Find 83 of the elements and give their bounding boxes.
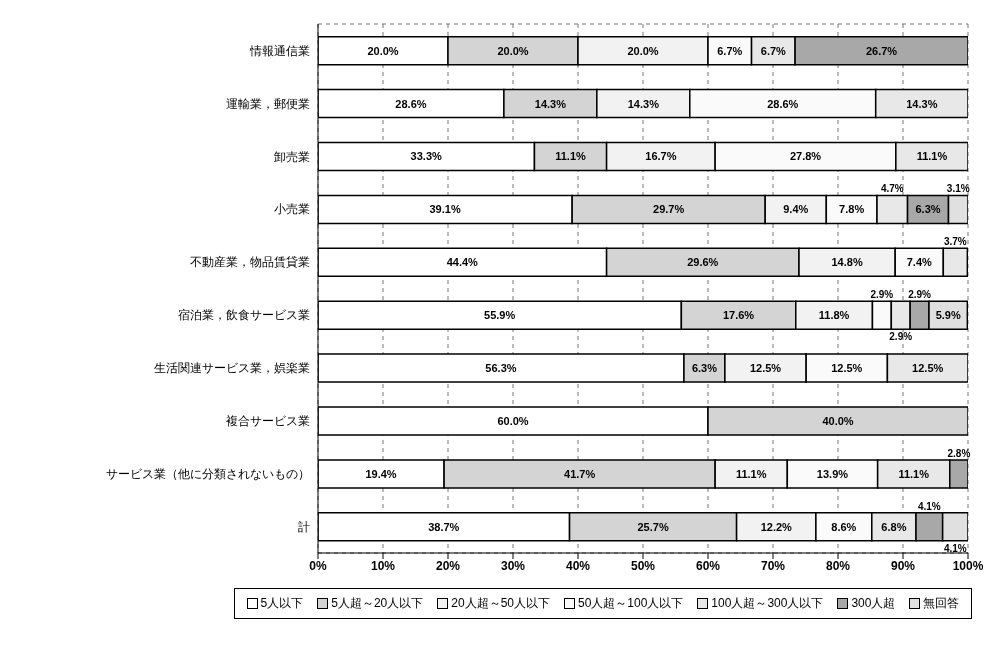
x-tick-label: 20% bbox=[435, 558, 461, 573]
data-label: 26.7% bbox=[865, 44, 898, 57]
y-tick-label: 複合サービス業 bbox=[226, 414, 310, 429]
x-tick-label: 80% bbox=[825, 558, 851, 573]
data-label: 27.8% bbox=[789, 150, 822, 163]
data-label: 2.9% bbox=[870, 289, 894, 301]
data-label: 4.1% bbox=[943, 542, 967, 554]
y-tick-label: 生活関連サービス業，娯楽業 bbox=[154, 361, 310, 376]
data-label: 12.5% bbox=[831, 362, 863, 375]
data-label: 20.0% bbox=[367, 44, 399, 57]
x-tick-label: 100% bbox=[952, 558, 984, 573]
data-label: 11.1% bbox=[555, 150, 587, 163]
data-label: 29.7% bbox=[653, 203, 685, 216]
y-tick-label: 運輸業，郵便業 bbox=[226, 96, 310, 111]
data-label: 38.7% bbox=[428, 520, 460, 533]
legend-label: 20人超～50人以下 bbox=[451, 595, 550, 612]
data-label: 11.8% bbox=[818, 309, 850, 322]
data-label: 14.8% bbox=[831, 256, 863, 269]
y-tick-label: 不動産業，物品賃貸業 bbox=[190, 255, 310, 270]
data-label: 56.3% bbox=[485, 362, 517, 375]
y-tick-label: 卸売業 bbox=[274, 149, 310, 164]
data-label: 6.7% bbox=[760, 44, 787, 57]
data-label: 2.8% bbox=[947, 447, 971, 459]
x-tick-label: 70% bbox=[760, 558, 786, 573]
data-label: 12.5% bbox=[912, 362, 944, 375]
x-tick-label: 60% bbox=[695, 558, 721, 573]
data-label: 60.0% bbox=[497, 415, 529, 427]
data-label: 28.6% bbox=[395, 97, 427, 110]
data-label: 11.1% bbox=[898, 467, 930, 480]
data-label: 14.3% bbox=[534, 97, 567, 110]
data-label: 2.9% bbox=[889, 331, 913, 343]
legend-label: 100人超～300人以下 bbox=[711, 595, 824, 612]
x-tick-label: 30% bbox=[500, 558, 526, 573]
data-label: 55.9% bbox=[484, 309, 516, 322]
legend-label: 50人超～100人以下 bbox=[577, 595, 684, 612]
data-label: 28.6% bbox=[767, 97, 799, 110]
data-label: 13.9% bbox=[816, 467, 849, 480]
data-label: 6.3% bbox=[915, 203, 941, 216]
y-tick-label: 計 bbox=[298, 519, 310, 534]
data-label: 20.0% bbox=[497, 44, 529, 57]
data-label: 6.8% bbox=[881, 520, 907, 533]
data-label: 8.6% bbox=[831, 520, 857, 533]
data-label: 29.6% bbox=[687, 256, 719, 269]
x-tick-label: 50% bbox=[630, 558, 656, 573]
data-label: 20.0% bbox=[627, 44, 659, 57]
legend-label: 無回答 bbox=[923, 595, 960, 612]
data-label: 14.3% bbox=[627, 97, 660, 110]
data-label: 17.6% bbox=[722, 309, 755, 322]
data-label: 7.8% bbox=[839, 203, 865, 216]
x-tick-label: 40% bbox=[565, 558, 591, 573]
x-tick-label: 90% bbox=[890, 558, 916, 573]
y-tick-label: 宿泊業，飲食サービス業 bbox=[178, 308, 310, 323]
data-label: 44.4% bbox=[446, 256, 479, 269]
data-label: 6.3% bbox=[691, 362, 718, 375]
data-label: 25.7% bbox=[637, 520, 669, 533]
data-label: 33.3% bbox=[410, 150, 443, 163]
data-label: 14.3% bbox=[906, 97, 938, 110]
y-tick-label: 小売業 bbox=[274, 202, 310, 217]
data-label: 3.7% bbox=[943, 236, 967, 248]
data-label: 16.7% bbox=[645, 150, 677, 163]
x-tick-label: 0% bbox=[309, 558, 327, 573]
data-label: 12.5% bbox=[749, 362, 782, 375]
data-label: 4.1% bbox=[917, 500, 941, 512]
y-tick-label: サービス業（他に分類されないもの） bbox=[106, 466, 310, 481]
legend-label: 300人超 bbox=[851, 595, 896, 612]
data-label: 3.1% bbox=[946, 183, 970, 195]
data-label: 2.9% bbox=[908, 289, 932, 301]
data-label: 7.4% bbox=[906, 256, 932, 269]
data-label: 40.0% bbox=[822, 415, 854, 427]
legend-label: 5人以下 bbox=[260, 595, 304, 612]
data-label: 6.7% bbox=[717, 44, 743, 57]
data-label: 11.1% bbox=[735, 467, 767, 480]
data-label: 19.4% bbox=[365, 467, 397, 480]
data-label: 5.9% bbox=[935, 309, 961, 322]
data-label: 9.4% bbox=[783, 203, 809, 216]
data-label: 12.2% bbox=[760, 520, 793, 533]
y-tick-label: 情報通信業 bbox=[249, 43, 310, 58]
x-tick-label: 10% bbox=[370, 558, 396, 573]
data-label: 39.1% bbox=[429, 203, 461, 216]
data-label: 41.7% bbox=[564, 467, 596, 480]
data-label: 4.7% bbox=[880, 183, 904, 195]
data-label: 11.1% bbox=[916, 150, 948, 163]
legend-label: 5人超～20人以下 bbox=[331, 595, 424, 612]
